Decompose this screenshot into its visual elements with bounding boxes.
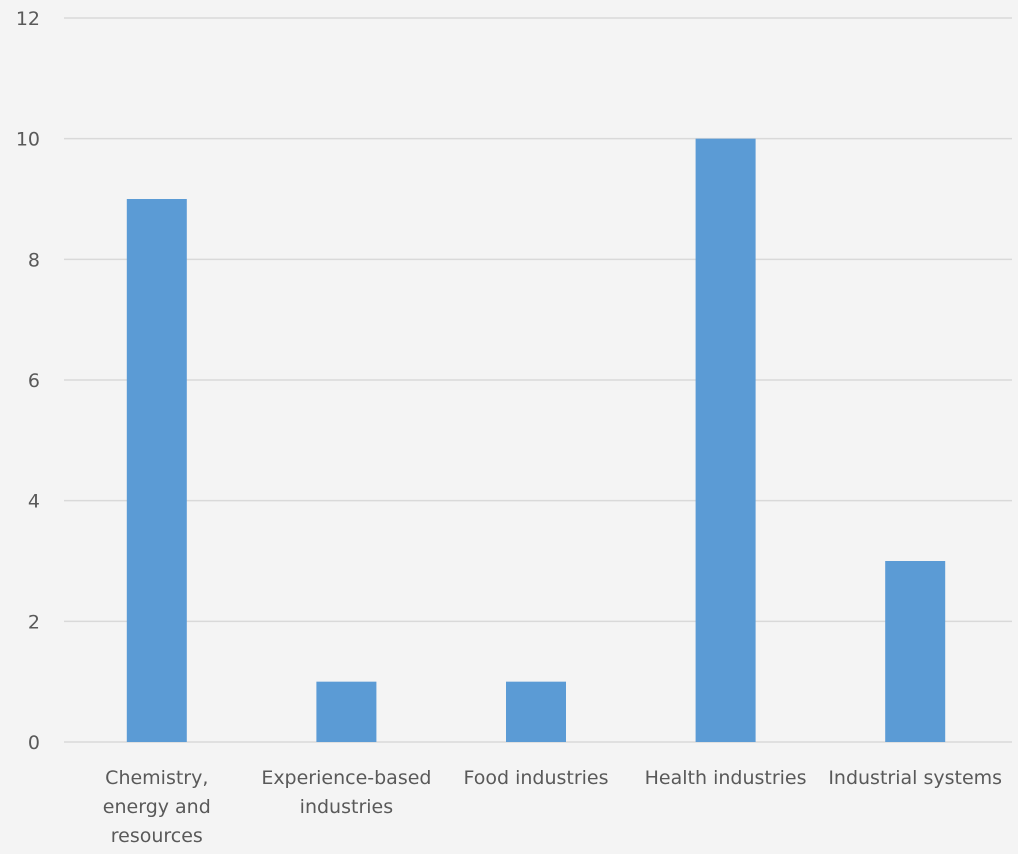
x-tick-label-line: Food industries: [463, 767, 608, 789]
x-tick-label: Industrial systems: [828, 767, 1002, 789]
y-tick-label: 10: [16, 129, 40, 151]
x-tick-label: Food industries: [463, 767, 608, 789]
x-tick-label-line: Chemistry,: [105, 767, 208, 789]
y-tick-label: 12: [16, 8, 40, 30]
x-tick-label-line: industries: [300, 796, 393, 818]
y-tick-label: 4: [28, 491, 40, 513]
x-tick-label-line: resources: [111, 825, 203, 847]
y-tick-label: 6: [28, 370, 40, 392]
gridlines: [64, 17, 1012, 743]
x-tick-label: Chemistry, energy and resources: [103, 767, 211, 847]
x-tick-label-line: Experience-based: [261, 767, 431, 789]
x-tick-label: Health industries: [645, 767, 807, 789]
bar: [316, 681, 377, 742]
x-axis-tick-labels: Chemistry, energy and resources Experience-…: [103, 767, 1002, 847]
y-tick-label: 0: [28, 732, 40, 754]
x-tick-label-line: Health industries: [645, 767, 807, 789]
bar: [885, 561, 946, 742]
y-tick-label: 2: [28, 611, 40, 633]
bars: [126, 138, 946, 742]
x-tick-label: Experience-based industries: [261, 767, 431, 818]
y-axis-tick-labels: 0 2 4 6 8 10 12: [16, 8, 40, 754]
bar: [126, 199, 187, 742]
x-tick-label-line: energy and: [103, 796, 211, 818]
bar: [506, 681, 566, 742]
x-tick-label-line: Industrial systems: [828, 767, 1002, 789]
bar: [695, 138, 756, 742]
y-tick-label: 8: [28, 249, 40, 271]
